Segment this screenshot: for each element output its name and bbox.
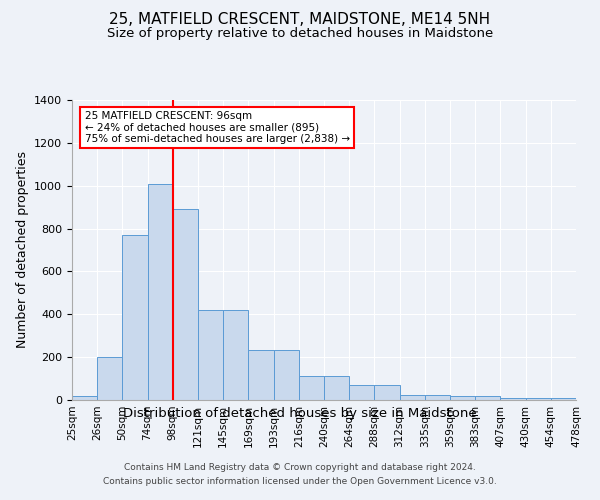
Bar	[349, 386, 374, 400]
Bar	[223, 310, 248, 400]
Bar	[274, 350, 299, 400]
Bar	[526, 398, 551, 400]
Y-axis label: Number of detached properties: Number of detached properties	[16, 152, 29, 348]
Bar	[198, 310, 223, 400]
Bar	[374, 386, 400, 400]
Text: Size of property relative to detached houses in Maidstone: Size of property relative to detached ho…	[107, 28, 493, 40]
Bar	[299, 376, 324, 400]
Bar	[173, 210, 198, 400]
Text: Distribution of detached houses by size in Maidstone: Distribution of detached houses by size …	[123, 408, 477, 420]
Bar	[97, 357, 122, 400]
Bar	[72, 396, 97, 400]
Text: 25, MATFIELD CRESCENT, MAIDSTONE, ME14 5NH: 25, MATFIELD CRESCENT, MAIDSTONE, ME14 5…	[109, 12, 491, 28]
Bar	[122, 235, 148, 400]
Bar	[248, 350, 274, 400]
Bar	[148, 184, 173, 400]
Text: Contains public sector information licensed under the Open Government Licence v3: Contains public sector information licen…	[103, 478, 497, 486]
Bar	[324, 376, 349, 400]
Bar	[425, 394, 450, 400]
Text: Contains HM Land Registry data © Crown copyright and database right 2024.: Contains HM Land Registry data © Crown c…	[124, 462, 476, 471]
Bar	[500, 398, 526, 400]
Bar	[475, 396, 500, 400]
Bar	[400, 394, 425, 400]
Bar	[551, 398, 576, 400]
Text: 25 MATFIELD CRESCENT: 96sqm
← 24% of detached houses are smaller (895)
75% of se: 25 MATFIELD CRESCENT: 96sqm ← 24% of det…	[85, 110, 350, 144]
Bar	[450, 396, 475, 400]
